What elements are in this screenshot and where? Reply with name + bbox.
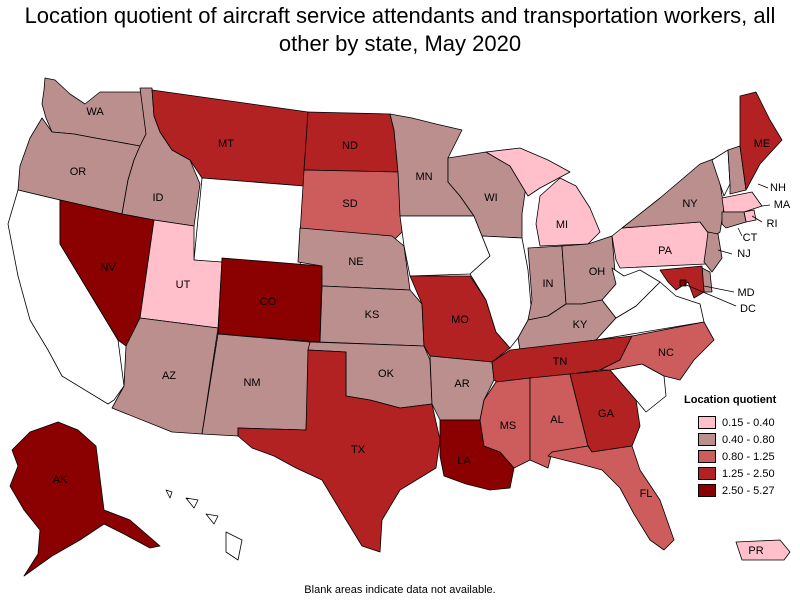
state-label-MN: MN — [415, 171, 432, 183]
legend-item: 0.80 - 1.25 — [684, 448, 796, 465]
state-label-ID: ID — [153, 192, 164, 204]
state-label-TN: TN — [553, 356, 568, 368]
state-label-AK: AK — [53, 474, 68, 486]
legend-item: 0.15 - 0.40 — [684, 414, 796, 431]
legend-title: Location quotient — [684, 394, 777, 406]
state-label-CO: CO — [260, 296, 277, 308]
state-label-SD: SD — [342, 198, 357, 210]
state-label-NC: NC — [658, 347, 674, 359]
state-label-WI: WI — [484, 192, 497, 204]
state-ME[interactable] — [739, 91, 783, 191]
state-TX[interactable] — [237, 349, 441, 553]
footnote: Blank areas indicate data not available. — [304, 584, 496, 596]
state-label-TX: TX — [351, 444, 366, 456]
state-IL[interactable] — [469, 235, 533, 349]
state-label-OR: OR — [70, 166, 87, 178]
state-label-WA: WA — [86, 106, 104, 118]
legend-item: 2.50 - 5.27 — [684, 482, 796, 499]
state-label-PR: PR — [748, 545, 763, 557]
state-MA[interactable] — [721, 191, 763, 213]
state-WY[interactable] — [193, 177, 305, 271]
state-label-OK: OK — [378, 368, 395, 380]
label-leader-line — [751, 215, 763, 223]
legend-label: 2.50 - 5.27 — [722, 484, 775, 497]
legend-swatch — [698, 450, 716, 463]
state-label-KS: KS — [365, 309, 380, 321]
label-leader-line — [703, 285, 735, 293]
label-leader-line — [737, 227, 743, 237]
state-label-NJ: NJ — [737, 248, 750, 260]
state-PR[interactable] — [735, 539, 791, 561]
state-WV[interactable] — [601, 267, 661, 319]
state-label-NE: NE — [348, 256, 363, 268]
state-label-OH: OH — [589, 266, 606, 278]
state-HI[interactable] — [165, 489, 243, 561]
state-label-DC: DC — [740, 303, 756, 315]
state-label-LA: LA — [457, 455, 471, 467]
state-label-PA: PA — [658, 245, 673, 257]
state-label-IN: IN — [543, 278, 554, 290]
state-label-MD: MD — [737, 287, 754, 299]
legend-label: 0.40 - 0.80 — [722, 433, 775, 446]
legend-swatch — [698, 433, 716, 446]
legend-swatch — [698, 416, 716, 429]
label-leader-line — [761, 204, 771, 207]
legend-label: 0.80 - 1.25 — [722, 450, 775, 463]
state-label-MT: MT — [218, 138, 234, 150]
legend-swatch — [698, 484, 716, 497]
state-label-CT: CT — [743, 232, 758, 244]
state-IA[interactable] — [399, 215, 491, 277]
legend-item: 0.40 - 0.80 — [684, 431, 796, 448]
state-label-ND: ND — [342, 140, 358, 152]
state-label-KY: KY — [573, 319, 588, 331]
state-DC[interactable] — [679, 279, 687, 287]
state-label-MA: MA — [774, 199, 791, 211]
label-leader-line — [683, 283, 737, 307]
state-label-UT: UT — [176, 279, 191, 291]
state-label-NM: NM — [243, 377, 260, 389]
state-label-MO: MO — [451, 314, 469, 326]
state-label-GA: GA — [598, 408, 615, 420]
state-label-AL: AL — [550, 414, 563, 426]
legend-item: 1.25 - 2.50 — [684, 465, 796, 482]
state-label-MS: MS — [500, 420, 517, 432]
state-AK[interactable] — [9, 421, 161, 577]
state-label-AZ: AZ — [162, 370, 176, 382]
state-label-NY: NY — [682, 198, 698, 210]
state-labels: WA OR ID NV MT UT AZ CO NM ND SD NE KS OK TX MN MO AR LA WI… — [53, 106, 791, 557]
state-NJ[interactable] — [703, 231, 723, 273]
state-label-RI: RI — [767, 218, 778, 230]
label-leader-line — [717, 249, 733, 255]
legend-label: 1.25 - 2.50 — [722, 467, 775, 480]
state-MI[interactable] — [485, 147, 601, 247]
label-leader-line — [757, 183, 769, 189]
state-label-NH: NH — [770, 182, 786, 194]
state-AZ[interactable] — [111, 317, 219, 435]
map-title: Location quotient of aircraft service at… — [24, 3, 776, 56]
legend-swatch — [698, 467, 716, 480]
state-SD[interactable] — [299, 169, 403, 243]
state-label-AR: AR — [454, 378, 469, 390]
state-label-NV: NV — [100, 262, 116, 274]
legend-label: 0.15 - 0.40 — [722, 416, 775, 429]
state-label-FL: FL — [640, 488, 653, 500]
state-MO[interactable] — [409, 275, 511, 363]
state-CT[interactable] — [721, 211, 747, 229]
state-FL[interactable] — [547, 445, 675, 551]
state-label-MI: MI — [556, 219, 568, 231]
state-label-ME: ME — [754, 138, 771, 150]
legend: Location quotient 0.15 - 0.40 0.40 - 0.8… — [684, 394, 796, 499]
state-NC[interactable] — [599, 321, 715, 381]
